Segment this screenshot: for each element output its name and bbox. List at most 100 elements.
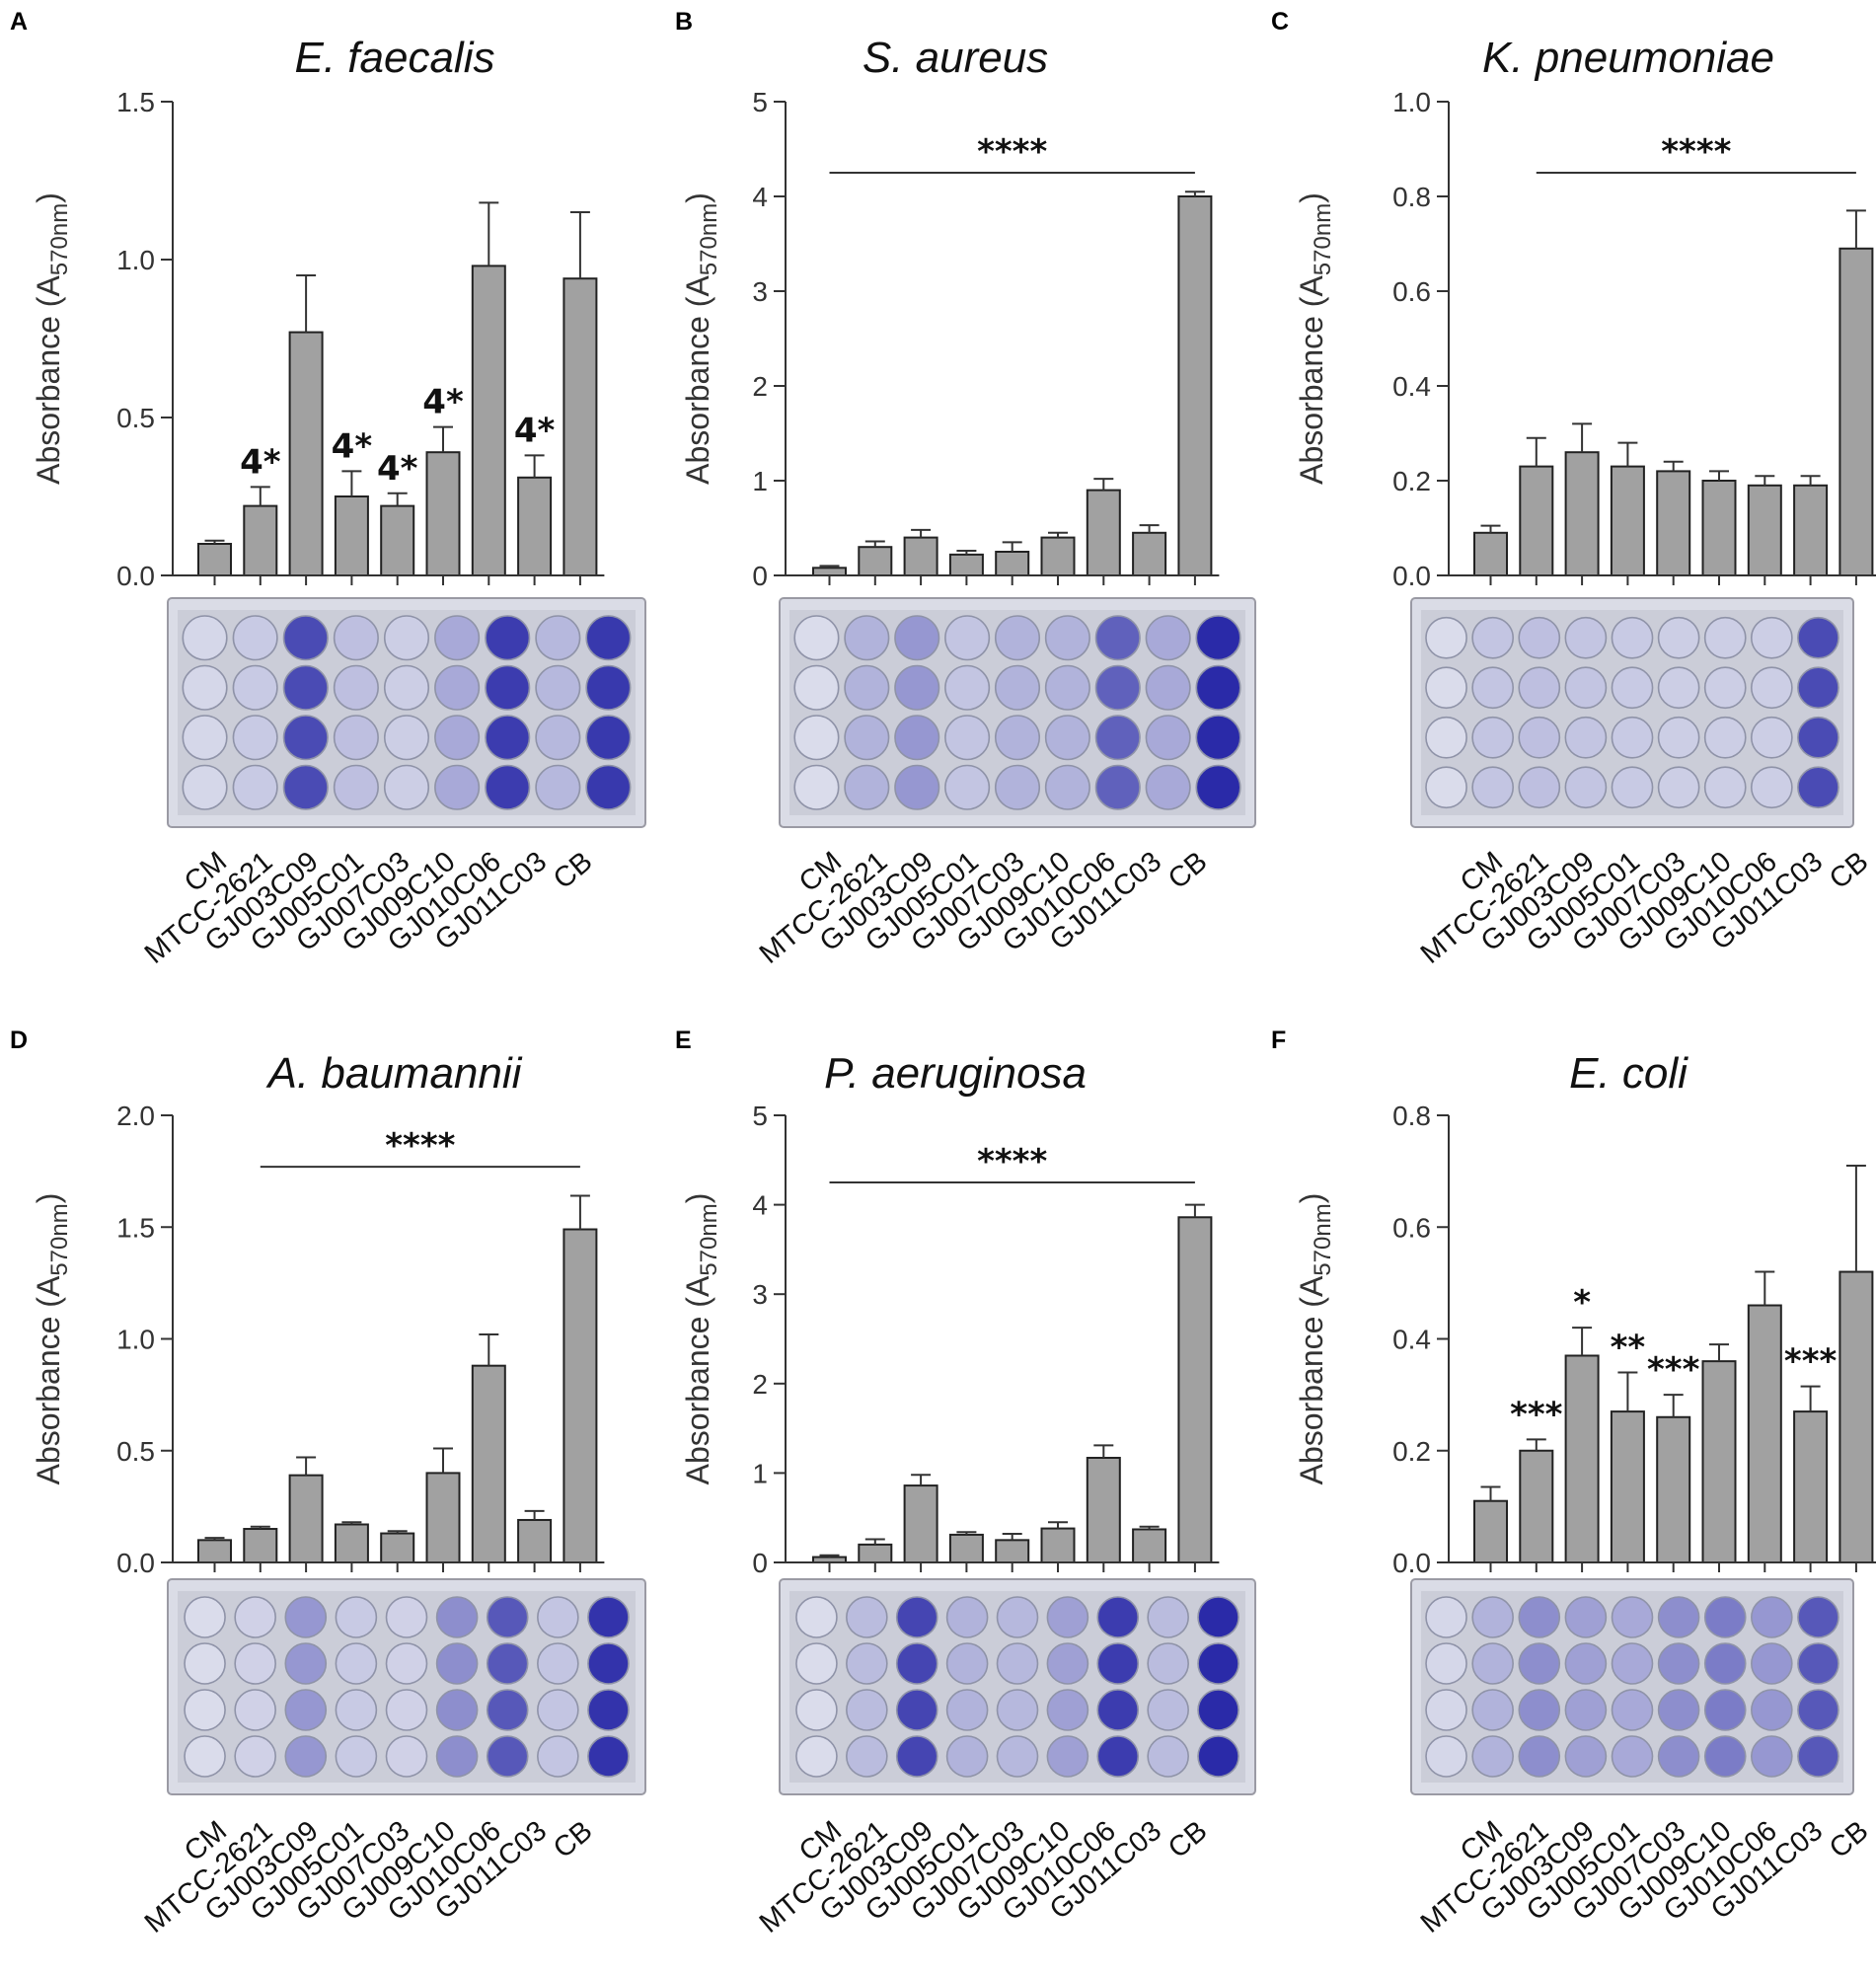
- well: [944, 664, 991, 711]
- bar-gj010c06: [1747, 484, 1782, 576]
- well: [385, 1735, 428, 1778]
- well: [232, 664, 278, 711]
- bar-mtcc-2621: [858, 1543, 893, 1564]
- well: [435, 1642, 479, 1685]
- well: [1703, 666, 1747, 710]
- well: [1797, 616, 1839, 659]
- bar-gj009c10: [425, 1472, 461, 1564]
- bar-gj011c03: [517, 1518, 553, 1563]
- well: [385, 1596, 428, 1638]
- well: [1750, 616, 1793, 659]
- plate-photo-f: [1410, 1578, 1854, 1795]
- well: [485, 764, 531, 810]
- well: [994, 615, 1041, 661]
- plate-photo-e: [779, 1578, 1256, 1795]
- well: [844, 764, 890, 810]
- bar-gj011c03: [1132, 1528, 1167, 1564]
- well: [1471, 1689, 1514, 1731]
- well: [1703, 1689, 1747, 1731]
- well: [1147, 1642, 1189, 1685]
- bar-cb: [1177, 1216, 1213, 1564]
- well: [435, 1689, 479, 1731]
- well: [894, 615, 940, 661]
- y-tick-label: 0.4: [1392, 1325, 1431, 1355]
- y-tick-label: 2: [752, 1369, 768, 1400]
- bar-mtcc-2621: [1519, 465, 1554, 577]
- category-label: CB: [548, 1815, 598, 1864]
- well: [1471, 1596, 1514, 1638]
- significance-label: **: [1611, 1328, 1646, 1367]
- well: [1750, 666, 1793, 710]
- well: [333, 715, 379, 761]
- well: [435, 1735, 479, 1778]
- bar-cm: [197, 1539, 232, 1563]
- well: [535, 615, 581, 661]
- bar-gj003c09: [1564, 451, 1600, 577]
- well: [895, 1596, 938, 1638]
- bar-gj007c03: [1656, 1415, 1691, 1564]
- chart-title: E. faecalis: [295, 34, 495, 82]
- well: [282, 764, 329, 810]
- well: [1425, 616, 1467, 659]
- well: [434, 664, 481, 711]
- bar-gj009c10: [1040, 536, 1076, 576]
- well: [537, 1689, 579, 1731]
- well: [793, 664, 840, 711]
- panel-letter: B: [675, 8, 693, 36]
- well: [435, 1596, 479, 1638]
- bar-gj007c03: [995, 551, 1030, 576]
- well: [234, 1735, 276, 1778]
- bar-mtcc-2621: [243, 1528, 278, 1564]
- plate-photo-d: [167, 1578, 646, 1795]
- y-tick-label: 0.6: [1392, 276, 1431, 307]
- y-axis-label: Absorbance (A570nm): [1294, 1193, 1336, 1485]
- bar-gj010c06: [1086, 1456, 1121, 1564]
- y-tick-label: 0.4: [1392, 371, 1431, 402]
- well: [434, 615, 481, 661]
- chart-panel-f: F E. coli 0.0 0.2 0.4 0.6 0.8 Absorbance (A570n…: [1271, 1026, 1876, 1939]
- well: [1518, 1596, 1561, 1638]
- well: [587, 1642, 630, 1685]
- y-tick-label: 3: [752, 1279, 768, 1310]
- panel-letter: C: [1271, 8, 1289, 36]
- chart-title: E. coli: [1569, 1049, 1688, 1098]
- well: [1145, 764, 1191, 810]
- well: [1425, 766, 1467, 809]
- chart-panel-a: A E. faecalis 0.0 0.5 1.0 1.5 Absorbance (A570…: [10, 8, 646, 970]
- well: [945, 1689, 989, 1731]
- well: [1195, 764, 1241, 810]
- well: [1096, 1596, 1140, 1638]
- well: [1195, 715, 1241, 761]
- well: [1564, 1642, 1608, 1685]
- significance-bracket-label: ****: [977, 1142, 1047, 1181]
- bar-cm: [812, 567, 847, 577]
- well: [1657, 1642, 1700, 1685]
- y-axis-label-close: ): [680, 1193, 715, 1204]
- bar-gj005c01: [948, 1533, 984, 1563]
- bar-cb: [1177, 195, 1213, 576]
- y-tick-label: 0.0: [1392, 1548, 1431, 1578]
- bar-gj005c01: [948, 553, 984, 577]
- well: [1797, 666, 1839, 710]
- bar-gj003c09: [903, 536, 938, 576]
- well: [284, 1735, 328, 1778]
- well: [1657, 766, 1700, 809]
- bar-gj009c10: [1701, 1360, 1737, 1564]
- well: [944, 715, 991, 761]
- bar-cm: [1473, 531, 1508, 576]
- well: [1518, 766, 1561, 809]
- well: [996, 1735, 1039, 1778]
- y-tick-label: 1: [752, 466, 768, 496]
- well: [1657, 666, 1700, 710]
- bar-cm: [1473, 1499, 1508, 1564]
- chart-panel-e: E P. aeruginosa 0 1 2 3 4 5 Absorbance (A570nm) C…: [675, 1026, 1256, 1939]
- bar-gj003c09: [288, 331, 324, 576]
- y-axis-label-subscript: 570nm: [46, 1203, 73, 1275]
- y-tick-label: 5: [752, 1101, 768, 1131]
- well: [587, 1689, 630, 1731]
- well: [284, 1596, 328, 1638]
- well: [1195, 664, 1241, 711]
- y-tick-label: 1.5: [116, 87, 155, 117]
- y-tick-label: 4: [752, 182, 768, 212]
- y-tick-label: 0.5: [116, 403, 155, 433]
